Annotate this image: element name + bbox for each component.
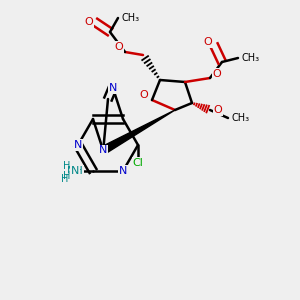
Text: O: O (204, 37, 212, 47)
Polygon shape (101, 110, 175, 154)
Text: N: N (119, 166, 127, 176)
Text: O: O (140, 90, 148, 100)
Text: O: O (214, 105, 222, 115)
Text: NH: NH (67, 166, 83, 176)
Text: H: H (63, 171, 71, 181)
Text: CH₃: CH₃ (231, 113, 249, 123)
Text: N: N (109, 82, 117, 93)
Text: H: H (61, 174, 69, 184)
Text: CH₃: CH₃ (241, 53, 259, 63)
Text: CH₃: CH₃ (121, 13, 139, 23)
Text: N: N (74, 140, 82, 150)
Text: O: O (115, 42, 123, 52)
Text: N: N (71, 166, 79, 176)
Text: Cl: Cl (133, 158, 143, 168)
Text: O: O (85, 17, 93, 27)
Text: O: O (213, 69, 221, 79)
Text: N: N (99, 146, 107, 155)
Text: H: H (63, 161, 71, 171)
